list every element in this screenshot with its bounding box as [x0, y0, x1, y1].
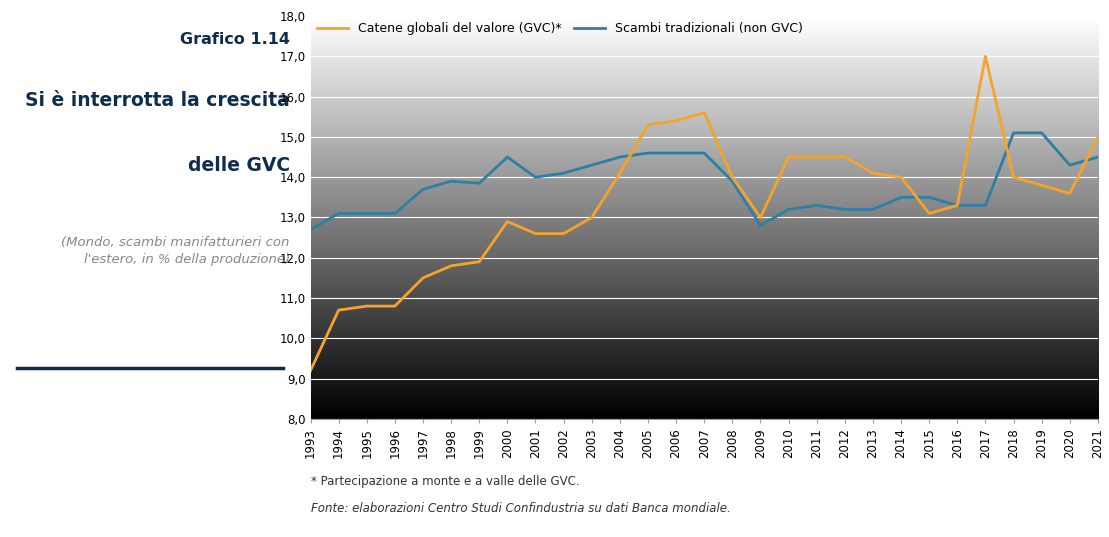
Text: Si è interrotta la crescita: Si è interrotta la crescita — [26, 91, 289, 110]
Text: Grafico 1.14: Grafico 1.14 — [180, 32, 289, 47]
Text: delle GVC: delle GVC — [187, 156, 289, 175]
Text: Fonte: elaborazioni Centro Studi Confindustria su dati Banca mondiale.: Fonte: elaborazioni Centro Studi Confind… — [311, 502, 730, 515]
Legend: Catene globali del valore (GVC)*, Scambi tradizionali (non GVC): Catene globali del valore (GVC)*, Scambi… — [317, 23, 803, 35]
Text: * Partecipazione a monte e a valle delle GVC.: * Partecipazione a monte e a valle delle… — [311, 475, 579, 488]
Text: (Mondo, scambi manifatturieri con
l'estero, in % della produzione): (Mondo, scambi manifatturieri con l'este… — [61, 236, 289, 266]
